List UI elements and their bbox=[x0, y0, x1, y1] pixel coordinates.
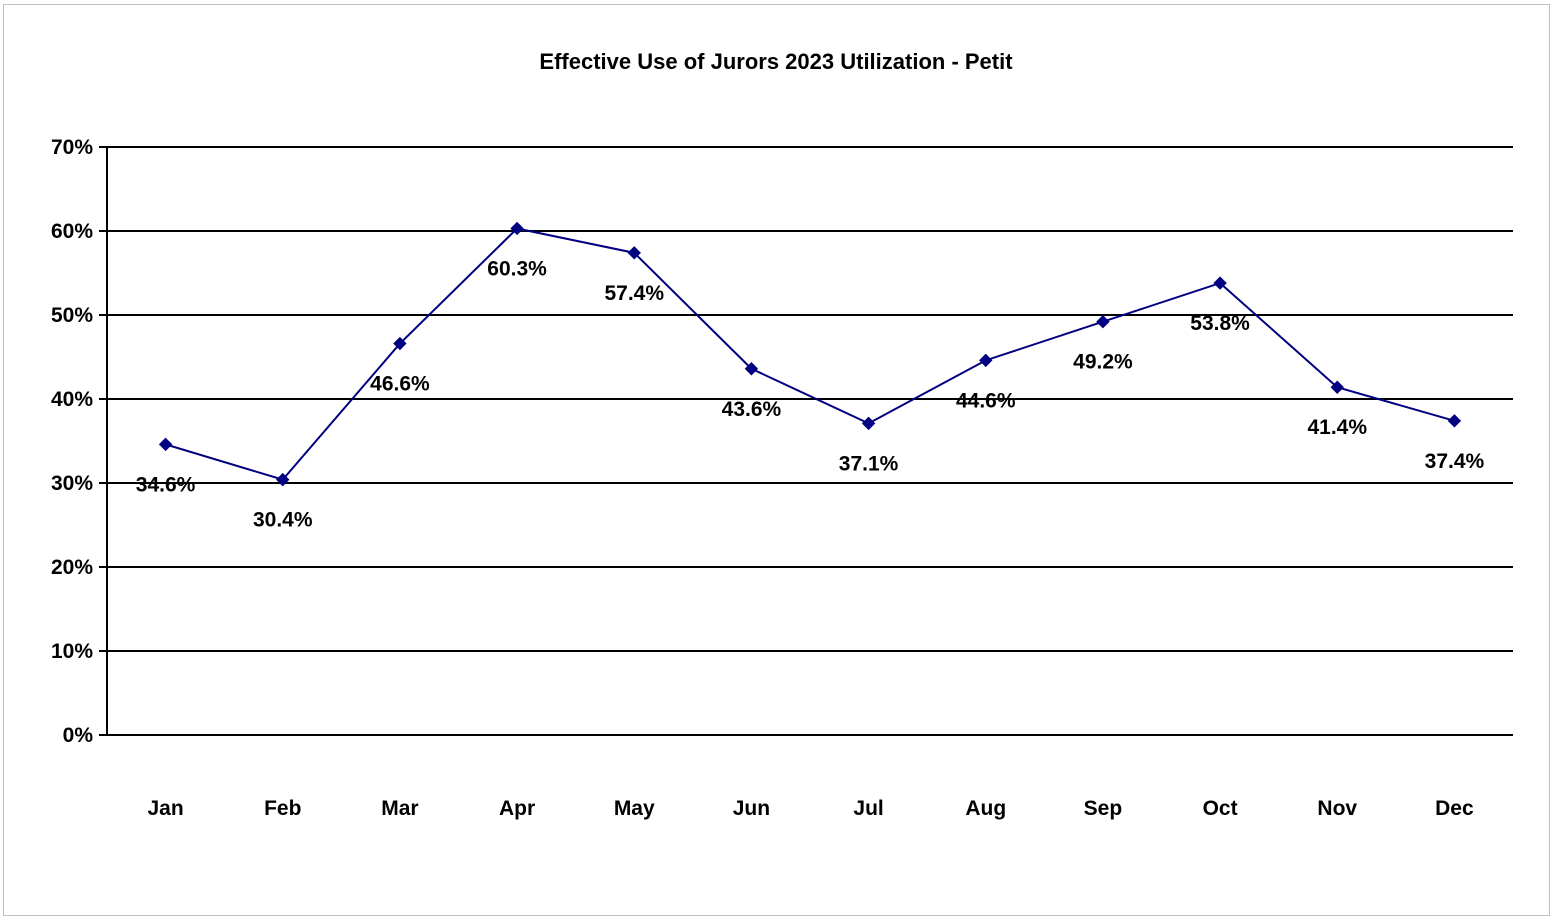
data-label: 44.6% bbox=[956, 389, 1016, 412]
x-tick-label: Jul bbox=[853, 797, 883, 820]
y-tick-label: 70% bbox=[51, 136, 93, 159]
x-tick-label: Jun bbox=[733, 797, 770, 820]
x-tick-label: Aug bbox=[965, 797, 1006, 820]
data-point-marker bbox=[979, 353, 993, 368]
axes bbox=[99, 146, 1513, 736]
data-point-marker bbox=[1213, 276, 1227, 290]
x-tick-label: Mar bbox=[381, 797, 418, 820]
data-label: 49.2% bbox=[1073, 351, 1133, 374]
x-tick-label: Dec bbox=[1435, 797, 1474, 820]
x-tick-label: Nov bbox=[1317, 797, 1357, 820]
x-tick-label: Jan bbox=[147, 797, 183, 820]
data-point-marker bbox=[393, 336, 407, 351]
y-tick-label: 30% bbox=[51, 472, 93, 495]
data-label: 60.3% bbox=[487, 257, 547, 280]
x-tick-label: Oct bbox=[1203, 797, 1238, 820]
data-label: 30.4% bbox=[253, 509, 313, 532]
data-label: 57.4% bbox=[604, 282, 664, 305]
data-label: 43.6% bbox=[722, 398, 782, 421]
y-axis-tick-labels: 0% 10% 20% 30% 40% 50% 60% 70% bbox=[51, 136, 93, 747]
y-tick-label: 20% bbox=[51, 556, 93, 579]
gridlines bbox=[107, 146, 1513, 652]
x-axis-tick-labels: Jan Feb Mar Apr May Jun Jul Aug Sep Oct Nov Dec bbox=[147, 797, 1474, 820]
data-point-marker bbox=[510, 221, 524, 236]
data-point-marker bbox=[861, 416, 876, 431]
data-label: 37.1% bbox=[839, 452, 899, 475]
data-point-marker bbox=[276, 472, 290, 487]
data-point-marker bbox=[1330, 380, 1344, 394]
data-point-marker bbox=[1447, 414, 1462, 428]
data-label: 41.4% bbox=[1307, 416, 1367, 439]
y-tick-label: 0% bbox=[63, 724, 94, 747]
y-tick-label: 40% bbox=[51, 388, 93, 411]
data-point-marker bbox=[627, 246, 641, 260]
data-point-marker bbox=[744, 362, 759, 376]
x-tick-label: May bbox=[614, 797, 655, 820]
series-line bbox=[165, 227, 1455, 481]
data-label: 37.4% bbox=[1425, 450, 1485, 473]
chart-title: Effective Use of Jurors 2023 Utilization… bbox=[539, 49, 1013, 74]
x-tick-label: Sep bbox=[1084, 797, 1123, 820]
data-point-marker bbox=[158, 437, 173, 452]
chart-frame bbox=[3, 4, 1550, 916]
y-tick-label: 60% bbox=[51, 220, 93, 243]
x-tick-label: Apr bbox=[499, 797, 535, 820]
x-tick-label: Feb bbox=[264, 797, 301, 820]
series-utilization bbox=[158, 221, 1462, 487]
y-tick-label: 50% bbox=[51, 304, 93, 327]
data-point-marker bbox=[1096, 315, 1110, 329]
data-label: 34.6% bbox=[136, 473, 196, 496]
data-label: 53.8% bbox=[1190, 312, 1250, 335]
data-label: 46.6% bbox=[370, 373, 430, 396]
y-tick-label: 10% bbox=[51, 640, 93, 663]
data-labels: 34.6% 30.4% 46.6% 60.3% 57.4% 43.6% 37.1% 44.6%… bbox=[136, 257, 1485, 531]
